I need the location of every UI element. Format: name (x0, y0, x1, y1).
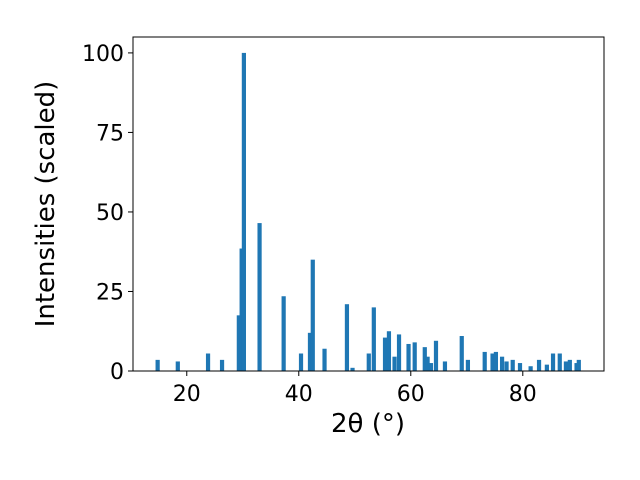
bar (493, 351, 499, 371)
y-tick-label: 50 (96, 201, 124, 226)
bar (175, 361, 180, 371)
bar (350, 367, 355, 371)
bar (205, 353, 211, 371)
bar (425, 356, 430, 371)
bar (366, 353, 371, 371)
bar (257, 223, 262, 371)
bar (344, 304, 350, 371)
y-tick-label: 100 (82, 42, 124, 67)
bar (563, 361, 569, 371)
bar (155, 359, 160, 371)
bar (544, 364, 549, 371)
bar (433, 340, 439, 371)
x-tick-label: 80 (509, 382, 537, 407)
x-tick-label: 60 (397, 382, 425, 407)
bar (459, 336, 464, 371)
bar (422, 347, 427, 371)
bar (241, 52, 246, 372)
x-tick-label: 40 (285, 382, 313, 407)
bar (310, 259, 315, 371)
bar (406, 343, 411, 371)
bar (528, 366, 533, 371)
bar (386, 331, 392, 371)
bar (239, 248, 244, 371)
bar (550, 353, 556, 371)
bar (236, 315, 241, 371)
bar (482, 351, 487, 371)
bar (392, 356, 397, 371)
bar (490, 353, 495, 371)
bar (536, 359, 542, 371)
bar (298, 353, 304, 371)
bar (567, 359, 572, 371)
bar (504, 361, 509, 371)
bar (574, 363, 579, 371)
y-tick-label: 25 (96, 280, 124, 305)
bar (396, 334, 402, 371)
bar (412, 342, 417, 371)
y-tick-label: 75 (96, 121, 124, 146)
y-tick-label: 0 (110, 360, 124, 385)
x-axis-label: 2θ (°) (331, 409, 405, 439)
bar (322, 348, 327, 371)
bar (465, 359, 471, 371)
bar (442, 361, 448, 371)
bar (517, 363, 523, 371)
bar (382, 337, 388, 371)
bar (219, 359, 225, 371)
x-tick-label: 20 (173, 382, 201, 407)
bar (557, 353, 562, 371)
bar (499, 356, 505, 371)
plot-frame (132, 36, 605, 372)
bar (281, 296, 286, 371)
bar (307, 332, 313, 371)
bar (510, 359, 515, 371)
bar (428, 363, 434, 371)
bar (371, 307, 376, 371)
bar (576, 359, 581, 371)
y-axis-label: Intensities (scaled) (31, 81, 61, 328)
